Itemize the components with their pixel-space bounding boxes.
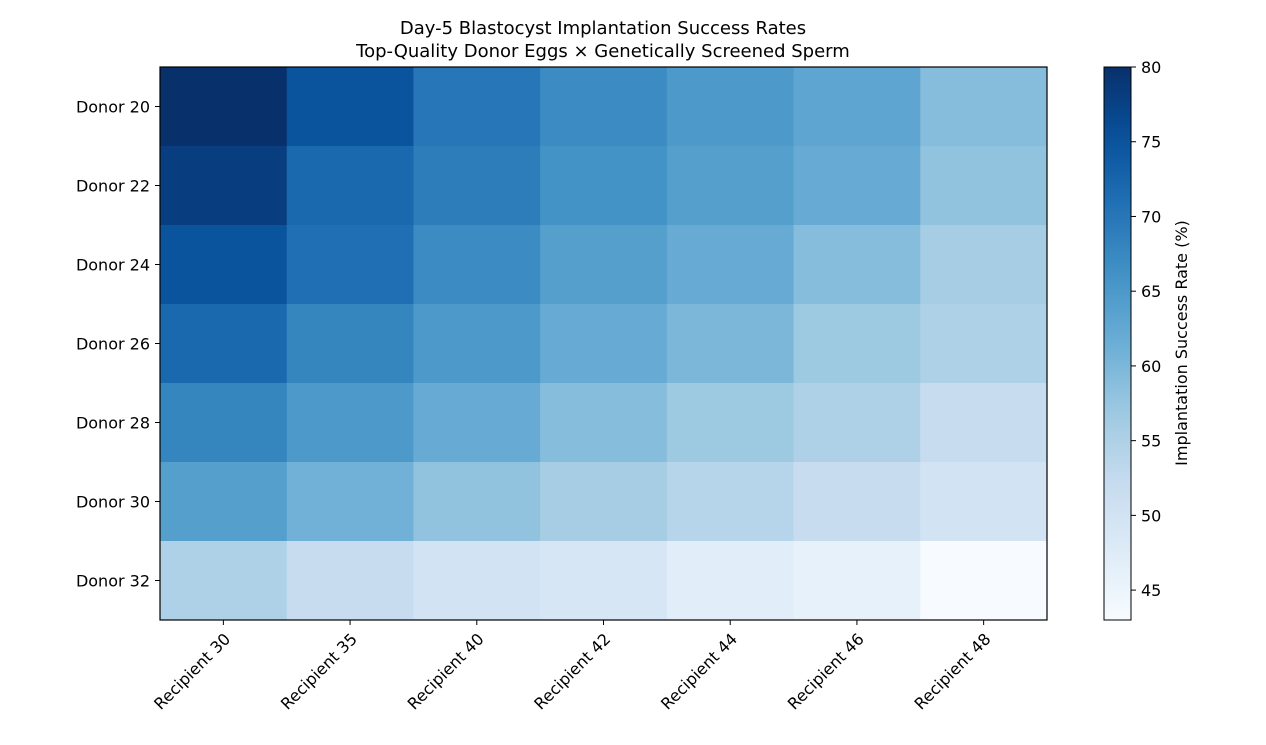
- heatmap-cell: [793, 462, 921, 542]
- heatmap-cells: [160, 67, 1048, 621]
- y-tick-label: Donor 28: [76, 414, 150, 433]
- heatmap-cell: [920, 146, 1048, 226]
- y-tick-label: Donor 20: [76, 98, 150, 117]
- heatmap-cell: [286, 541, 414, 621]
- heatmap-cell: [540, 67, 668, 147]
- heatmap-cell: [666, 462, 795, 542]
- colorbar: [1103, 66, 1132, 621]
- heatmap-cell: [793, 67, 921, 147]
- heatmap-cell: [286, 304, 414, 384]
- heatmap-cell: [286, 67, 414, 147]
- heatmap-cell: [160, 304, 288, 384]
- heatmap-cell: [920, 462, 1048, 542]
- y-tick-label: Donor 32: [76, 572, 150, 591]
- chart-subtitle: Top-Quality Donor Eggs × Genetically Scr…: [355, 41, 850, 62]
- heatmap-cell: [666, 383, 795, 463]
- heatmap-cell: [666, 67, 795, 147]
- heatmap-cell: [413, 383, 541, 463]
- colorbar-tick-label: 45: [1141, 581, 1161, 600]
- heatmap-cell: [540, 304, 668, 384]
- y-tick-label: Donor 26: [76, 335, 150, 354]
- heatmap-cell: [793, 304, 921, 384]
- heatmap-cell: [160, 146, 288, 226]
- x-tick-label: Recipient 35: [277, 629, 361, 713]
- y-tick-label: Donor 24: [76, 256, 150, 275]
- x-tick-label: Recipient 30: [150, 629, 234, 713]
- heatmap-cell: [413, 146, 541, 226]
- heatmap-cell: [666, 304, 795, 384]
- heatmap-cell: [540, 541, 668, 621]
- colorbar-tick-label: 55: [1141, 432, 1161, 451]
- heatmap-cell: [666, 146, 795, 226]
- heatmap-cell: [666, 225, 795, 305]
- heatmap-cell: [793, 383, 921, 463]
- heatmap-cell: [920, 304, 1048, 384]
- x-axis: Recipient 30 Recipient 35 Recipient 40 Reci…: [150, 620, 994, 713]
- heatmap-cell: [160, 225, 288, 305]
- heatmap-cell: [540, 225, 668, 305]
- heatmap-cell: [286, 383, 414, 463]
- chart-title: Day-5 Blastocyst Implantation Success Ra…: [400, 18, 806, 39]
- heatmap-cell: [413, 225, 541, 305]
- heatmap-cell: [160, 541, 288, 621]
- heatmap-cell: [286, 225, 414, 305]
- heatmap-cell: [286, 462, 414, 542]
- colorbar-tick-label: 75: [1141, 133, 1161, 152]
- heatmap-cell: [160, 67, 288, 147]
- heatmap-cell: [793, 541, 921, 621]
- x-tick-label: Recipient 42: [530, 629, 614, 713]
- heatmap-cell: [793, 146, 921, 226]
- heatmap-cell: [160, 383, 288, 463]
- colorbar-tick-label: 70: [1141, 207, 1161, 226]
- heatmap-cell: [793, 225, 921, 305]
- heatmap-cell: [540, 383, 668, 463]
- colorbar-tick-label: 60: [1141, 357, 1161, 376]
- colorbar-ticks: 45 50 55 60 65 70 75 80: [1131, 58, 1161, 600]
- y-tick-label: Donor 30: [76, 493, 150, 512]
- colorbar-tick-label: 50: [1141, 506, 1161, 525]
- colorbar-tick-label: 65: [1141, 282, 1161, 301]
- heatmap-cell: [920, 383, 1048, 463]
- heatmap-cell: [413, 304, 541, 384]
- heatmap-cell: [413, 462, 541, 542]
- heatmap-cell: [920, 67, 1048, 147]
- y-axis: Donor 20 Donor 22 Donor 24 Donor 26 Donor 28…: [76, 98, 160, 591]
- heatmap-cell: [920, 225, 1048, 305]
- x-tick-label: Recipient 48: [910, 629, 994, 713]
- y-tick-label: Donor 22: [76, 177, 150, 196]
- heatmap-cell: [160, 462, 288, 542]
- x-tick-label: Recipient 44: [657, 629, 741, 713]
- colorbar-label: Implantation Success Rate (%): [1172, 220, 1191, 466]
- heatmap-cell: [920, 541, 1048, 621]
- heatmap-cell: [413, 67, 541, 147]
- heatmap-cell: [540, 146, 668, 226]
- colorbar-tick-label: 80: [1141, 58, 1161, 77]
- heatmap-cell: [413, 541, 541, 621]
- heatmap-cell: [666, 541, 795, 621]
- x-tick-label: Recipient 40: [404, 629, 488, 713]
- heatmap-cell: [286, 146, 414, 226]
- heatmap-cell: [540, 462, 668, 542]
- x-tick-label: Recipient 46: [784, 629, 868, 713]
